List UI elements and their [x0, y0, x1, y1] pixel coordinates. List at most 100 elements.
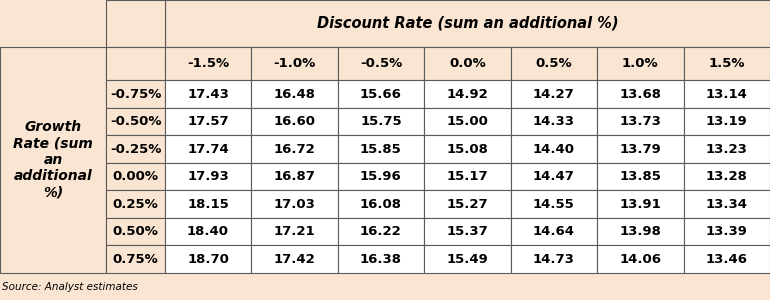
Text: 18.70: 18.70: [187, 253, 229, 266]
Bar: [511, 218, 597, 245]
Bar: [165, 80, 251, 108]
Text: 16.72: 16.72: [273, 143, 316, 156]
Text: 13.46: 13.46: [706, 253, 748, 266]
Text: 13.85: 13.85: [619, 170, 661, 183]
Bar: [251, 190, 338, 218]
Bar: [511, 46, 597, 80]
Bar: [511, 190, 597, 218]
Bar: [165, 218, 251, 245]
Text: 16.87: 16.87: [273, 170, 316, 183]
Text: 13.73: 13.73: [619, 115, 661, 128]
Bar: [597, 135, 684, 163]
Text: 15.75: 15.75: [360, 115, 402, 128]
Bar: [597, 108, 684, 135]
Bar: [424, 108, 511, 135]
Text: 15.17: 15.17: [447, 170, 488, 183]
Text: 14.40: 14.40: [533, 143, 575, 156]
Bar: [251, 245, 338, 273]
Text: 17.74: 17.74: [187, 143, 229, 156]
Text: 18.15: 18.15: [187, 198, 229, 211]
Text: 13.28: 13.28: [706, 170, 748, 183]
Bar: [165, 163, 251, 190]
Bar: [597, 190, 684, 218]
Bar: [424, 163, 511, 190]
Text: 17.43: 17.43: [187, 88, 229, 101]
Bar: [338, 46, 424, 80]
Bar: [597, 218, 684, 245]
Text: 15.00: 15.00: [447, 115, 488, 128]
Bar: [0, 46, 106, 273]
Bar: [684, 108, 770, 135]
Text: 1.0%: 1.0%: [622, 57, 658, 70]
Bar: [684, 245, 770, 273]
Text: 13.14: 13.14: [706, 88, 748, 101]
Text: -1.5%: -1.5%: [187, 57, 229, 70]
Bar: [165, 245, 251, 273]
Text: 13.39: 13.39: [706, 225, 748, 238]
Text: 13.34: 13.34: [706, 198, 748, 211]
Text: 14.55: 14.55: [533, 198, 574, 211]
Text: 0.75%: 0.75%: [112, 253, 159, 266]
Bar: [684, 80, 770, 108]
Bar: [511, 135, 597, 163]
Text: 14.64: 14.64: [533, 225, 575, 238]
Bar: [597, 46, 684, 80]
Text: 18.40: 18.40: [187, 225, 229, 238]
Text: 16.38: 16.38: [360, 253, 402, 266]
Text: 0.25%: 0.25%: [112, 198, 159, 211]
Text: 15.37: 15.37: [447, 225, 488, 238]
Text: -0.50%: -0.50%: [110, 115, 161, 128]
Bar: [424, 245, 511, 273]
Text: 13.68: 13.68: [619, 88, 661, 101]
Text: Source: Analyst estimates: Source: Analyst estimates: [2, 281, 137, 292]
Bar: [106, 135, 165, 163]
Bar: [684, 190, 770, 218]
Text: 14.47: 14.47: [533, 170, 574, 183]
Text: 14.92: 14.92: [447, 88, 488, 101]
Bar: [106, 80, 165, 108]
Bar: [338, 245, 424, 273]
Text: 17.42: 17.42: [273, 253, 316, 266]
Bar: [165, 108, 251, 135]
Text: 17.03: 17.03: [273, 198, 316, 211]
Bar: [251, 218, 338, 245]
Text: 0.50%: 0.50%: [112, 225, 159, 238]
Text: 15.96: 15.96: [360, 170, 402, 183]
Bar: [165, 135, 251, 163]
Bar: [338, 108, 424, 135]
Bar: [106, 163, 165, 190]
Text: 16.08: 16.08: [360, 198, 402, 211]
Text: 0.5%: 0.5%: [536, 57, 572, 70]
Bar: [106, 46, 165, 80]
Text: 17.57: 17.57: [187, 115, 229, 128]
Bar: [251, 46, 338, 80]
Text: 13.19: 13.19: [706, 115, 748, 128]
Bar: [251, 108, 338, 135]
Text: 0.00%: 0.00%: [112, 170, 159, 183]
Text: 15.66: 15.66: [360, 88, 402, 101]
Bar: [106, 0, 165, 46]
Bar: [597, 80, 684, 108]
Bar: [684, 163, 770, 190]
Text: 14.73: 14.73: [533, 253, 574, 266]
Bar: [106, 245, 165, 273]
Bar: [424, 80, 511, 108]
Bar: [511, 245, 597, 273]
Bar: [424, 46, 511, 80]
Bar: [251, 80, 338, 108]
Text: 15.08: 15.08: [447, 143, 488, 156]
Text: 15.49: 15.49: [447, 253, 488, 266]
Text: 13.98: 13.98: [619, 225, 661, 238]
Bar: [684, 135, 770, 163]
Bar: [338, 163, 424, 190]
Text: 13.79: 13.79: [619, 143, 661, 156]
Bar: [165, 0, 770, 46]
Bar: [338, 80, 424, 108]
Bar: [338, 218, 424, 245]
Text: 1.5%: 1.5%: [708, 57, 745, 70]
Bar: [106, 108, 165, 135]
Text: -0.5%: -0.5%: [360, 57, 402, 70]
Text: Growth
Rate (sum
an
additional
%): Growth Rate (sum an additional %): [13, 120, 93, 199]
Bar: [597, 163, 684, 190]
Bar: [251, 135, 338, 163]
